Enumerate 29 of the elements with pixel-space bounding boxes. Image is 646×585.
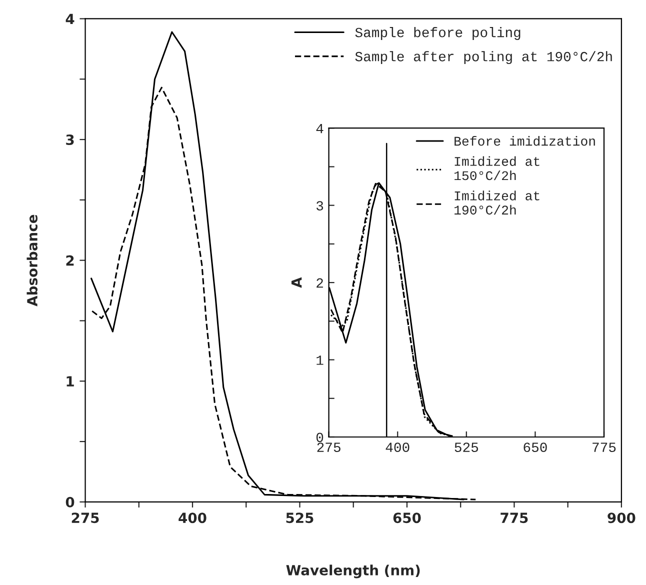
x-tick-label: 650 bbox=[393, 512, 421, 524]
legend-label: Before imidization bbox=[454, 136, 595, 146]
y-tick-label: 3 bbox=[66, 134, 74, 145]
y-tick-label: 3 bbox=[316, 201, 324, 211]
x-tick-label: 650 bbox=[524, 442, 547, 452]
x-tick-label: 275 bbox=[317, 442, 340, 452]
y-tick-label: 1 bbox=[316, 356, 324, 365]
y-tick-label: 1 bbox=[66, 376, 74, 386]
x-tick-label: 400 bbox=[178, 512, 206, 524]
y-tick-label: 0 bbox=[66, 496, 74, 508]
x-tick-label: 275 bbox=[72, 512, 99, 524]
x-tick-label: 900 bbox=[608, 512, 636, 524]
x-tick-label: 525 bbox=[454, 442, 478, 452]
y-tick-label: 0 bbox=[316, 432, 324, 442]
y-tick-label: 2 bbox=[316, 278, 323, 288]
x-tick-label: 400 bbox=[386, 442, 410, 452]
y-tick-label: 4 bbox=[66, 14, 74, 24]
x-tick-label: 775 bbox=[500, 512, 528, 524]
y-axis-title: Absorbance bbox=[26, 214, 38, 306]
x-tick-label: 775 bbox=[592, 442, 616, 452]
legend-label: Sample after poling at 190°C/2h bbox=[355, 51, 612, 64]
legend-label: Sample before poling bbox=[355, 27, 520, 40]
x-tick-label: 525 bbox=[286, 512, 314, 524]
legend-label: Imidized at 190°C/2h bbox=[454, 190, 540, 215]
x-axis-title: Wavelength (nm) bbox=[286, 564, 420, 578]
y-tick-label: 2 bbox=[66, 255, 74, 266]
y-axis-title: A bbox=[291, 277, 302, 288]
legend-label: Imidized at 150°C/2h bbox=[454, 156, 540, 180]
y-tick-label: 4 bbox=[316, 124, 324, 134]
